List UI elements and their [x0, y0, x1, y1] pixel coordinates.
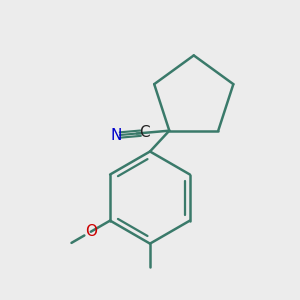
Text: C: C	[139, 125, 149, 140]
Text: N: N	[111, 128, 122, 143]
Text: O: O	[85, 224, 97, 239]
